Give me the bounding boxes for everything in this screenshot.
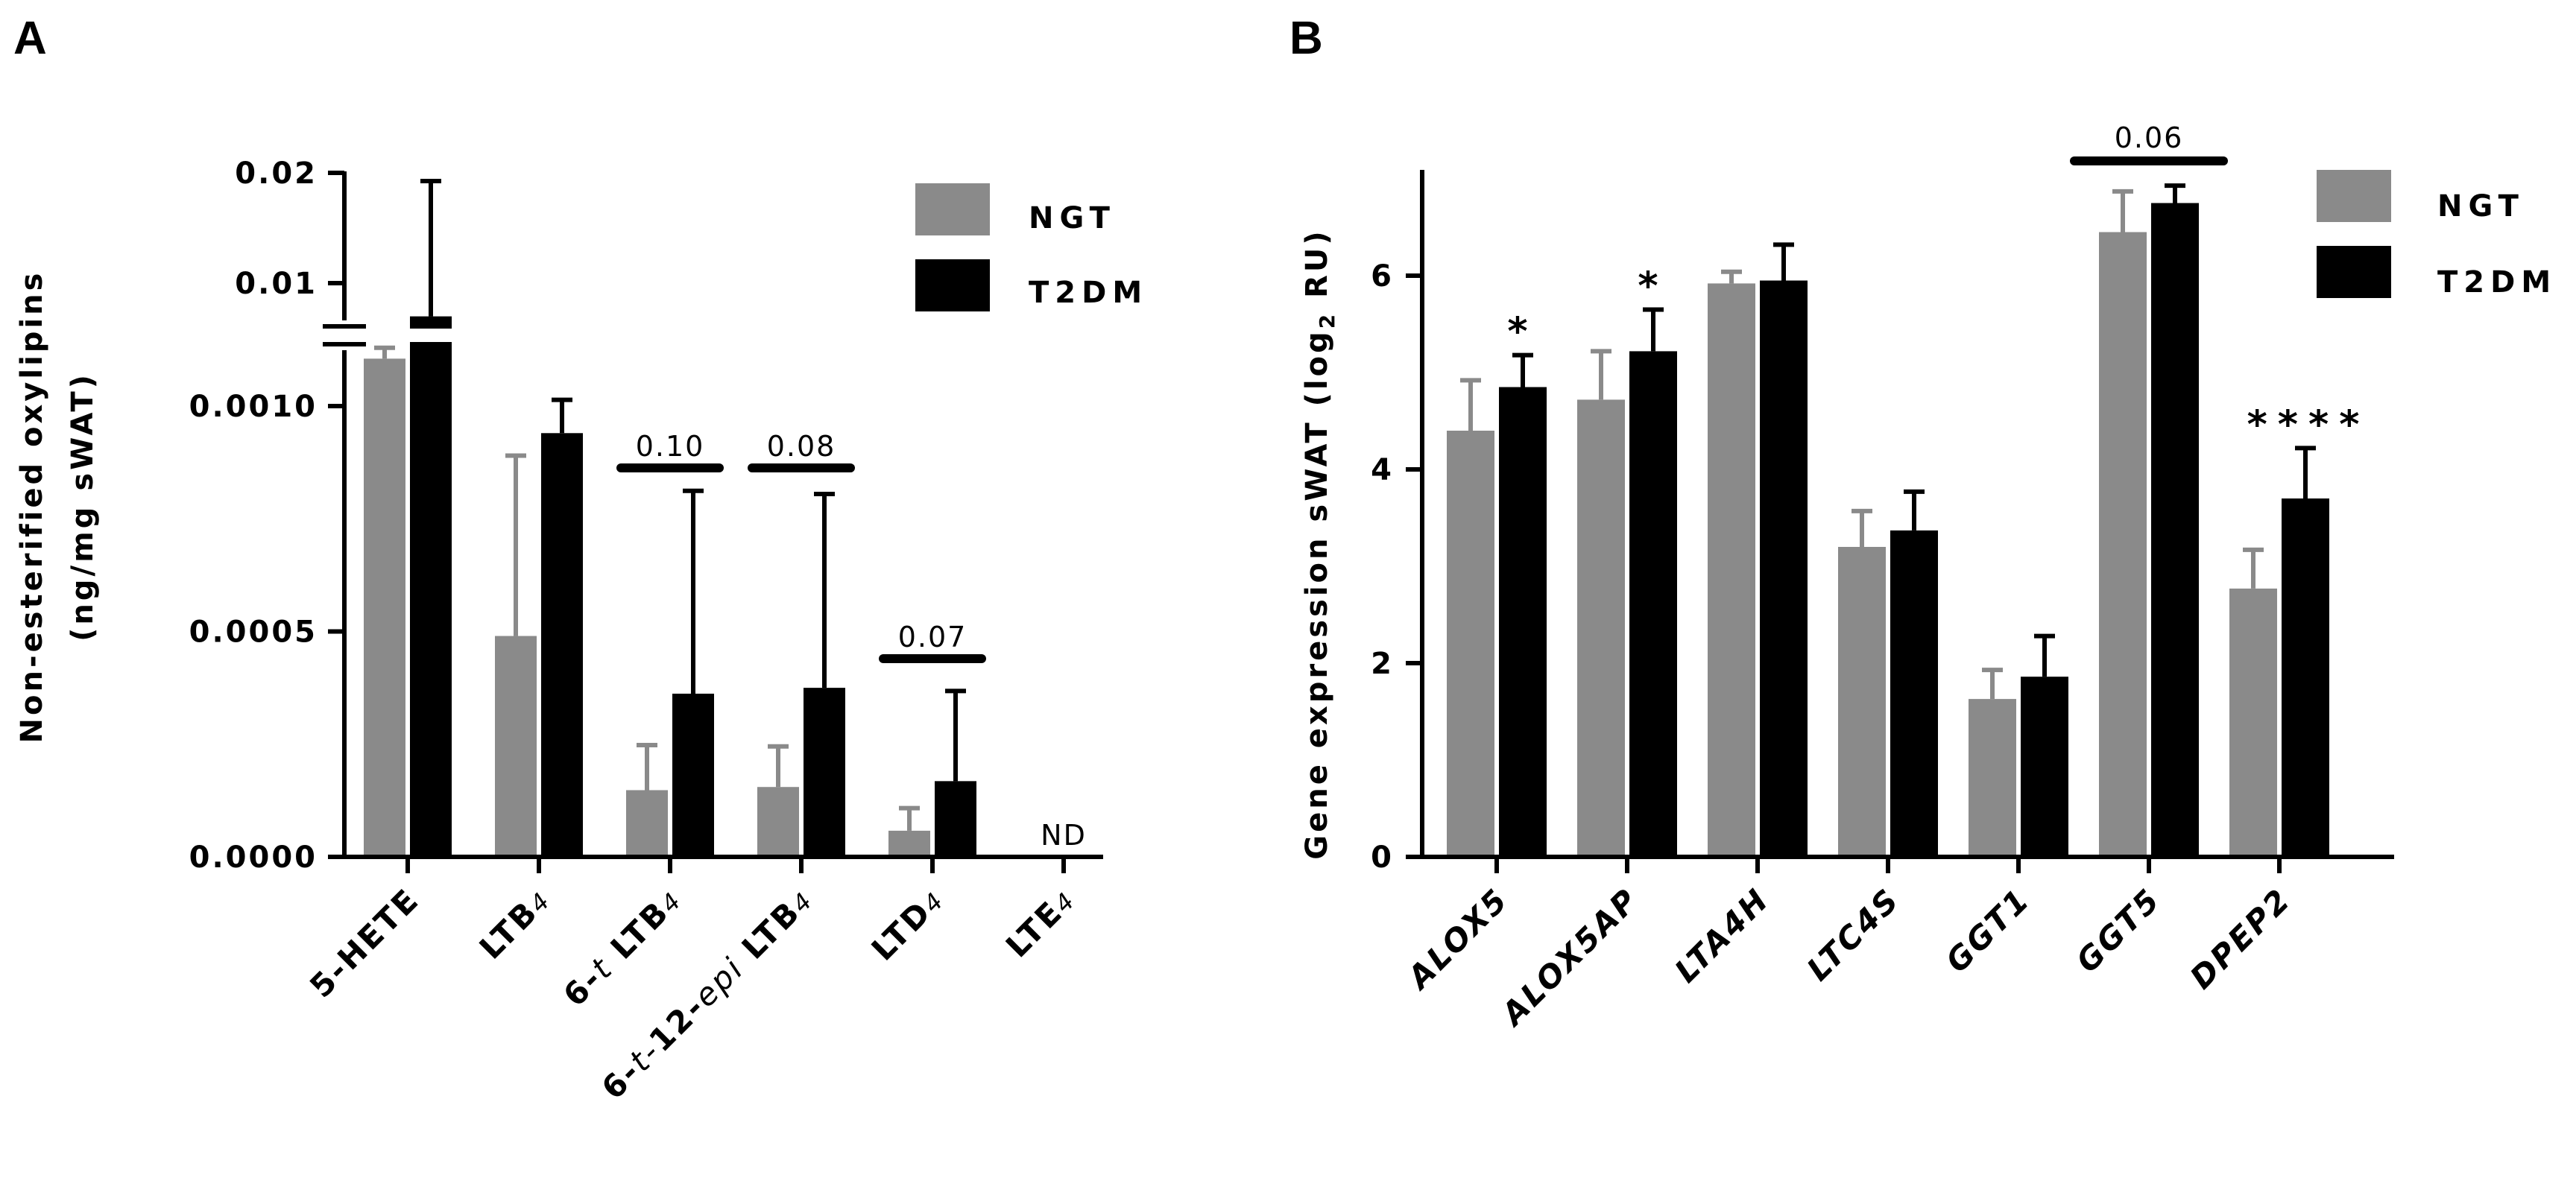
panel-b-bar-t2dm-3	[1890, 530, 1938, 857]
panel-a-bar-t2dm-3	[804, 688, 845, 857]
panel-a-bar-ngt-2	[626, 790, 668, 857]
panel-a-ytick-label-4: 0.02	[235, 156, 318, 191]
panel-b-bar-ngt-6	[2229, 588, 2277, 857]
panel-a-category-text: 5-HETE	[303, 881, 426, 1004]
panel-b-bar-t2dm-0	[1499, 387, 1547, 857]
panel-b-legend-swatch-ngt	[2317, 170, 2391, 222]
panel-b-ytick-label-0: 0	[1371, 840, 1394, 875]
panel-b-category-label-2: LTA4H	[1667, 881, 1776, 989]
panel-b-bar-t2dm-1	[1629, 351, 1677, 857]
panel-b-bar-ngt-0	[1447, 431, 1494, 857]
panel-b-bar-ngt-1	[1577, 399, 1625, 857]
panel-b-letter: B	[1289, 13, 1323, 64]
panel-a-ytick-label-3: 0.01	[235, 267, 318, 301]
panel-a-category-label-2: 6-t LTB4	[556, 881, 689, 1013]
panel-b-ytick-label-2: 4	[1371, 453, 1394, 487]
panel-b-legend: NGT T2DM	[2317, 170, 2557, 300]
panel-a-bar-break-gap	[341, 329, 1124, 342]
panel-a-ytick-label-2: 0.0010	[189, 390, 318, 424]
panel-a-legend-swatch-t2dm	[915, 259, 990, 311]
panel-b-bar-t2dm-6	[2282, 498, 2329, 857]
panel-b-significance-1: *	[1638, 265, 1668, 309]
panel-a-legend-label-t2dm: T2DM	[1029, 276, 1148, 310]
panel-b-legend-label-ngt: NGT	[2437, 189, 2525, 224]
panel-a-bar-t2dm-2	[672, 693, 714, 857]
panel-b-category-label-3: LTC4S	[1800, 881, 1907, 987]
panel-a-legend-label-ngt: NGT	[1029, 201, 1116, 235]
panel-a-bar-t2dm-4	[935, 781, 976, 857]
panel-b-bar-ngt-3	[1838, 547, 1886, 857]
panel-b-significance-0: *	[1507, 310, 1538, 355]
panel-a-bar-ngt-1	[495, 636, 537, 857]
panel-a-bar-t2dm-0	[410, 316, 452, 857]
panel-a-bracket-label-2: 0.07	[898, 621, 967, 653]
panel-a-bracket-label-0: 0.10	[636, 430, 705, 463]
panel-b-ylabel-sub: 2	[1315, 311, 1339, 329]
panel-a-letter: A	[13, 13, 47, 64]
panel-b-category-label-6: DPEP2	[2183, 881, 2298, 995]
panel-b-category-label-1: ALOX5AP	[1493, 881, 1646, 1033]
panel-b-category-label-4: GGT1	[1939, 881, 2037, 979]
panel-b-legend-label-t2dm: T2DM	[2437, 265, 2557, 300]
panel-a-bracket-label-1: 0.08	[767, 430, 836, 463]
panel-a-category-label-5: LTE4	[999, 881, 1082, 964]
panel-b-bracket-label-0: 0.06	[2115, 121, 2184, 154]
panel-a-legend-swatch-ngt	[915, 183, 990, 235]
panel-a-bar-ngt-0	[364, 358, 405, 858]
panel-b-category-label-5: GGT5	[2069, 881, 2168, 979]
panel-b-legend-swatch-t2dm	[2317, 246, 2391, 298]
panel-a-ytick-label-1: 0.0005	[189, 615, 318, 650]
panel-b-ylabel-main: Gene expression sWAT (log	[1300, 329, 1334, 859]
panel-b-ytick-label-3: 6	[1371, 259, 1394, 294]
panel-b-category-label-0: ALOX5	[1399, 881, 1515, 997]
panel-a-bar-ngt-4	[888, 830, 930, 857]
panel-a-bar-t2dm-1	[541, 433, 583, 857]
panel-a-category-label-1: LTB4	[473, 881, 558, 966]
panel-b-bar-t2dm-2	[1760, 280, 1808, 857]
panel-a-ylabel-line2: (ng/mg sWAT)	[66, 372, 100, 642]
panel-a-ytick-label-0: 0.0000	[189, 840, 318, 875]
panel-b-ylabel: Gene expression sWAT (log2 RU)	[1300, 228, 1339, 859]
panel-b-bar-t2dm-4	[2021, 677, 2068, 857]
panel-b-bar-t2dm-5	[2151, 203, 2199, 857]
panel-a-nd-label: ND	[1041, 819, 1087, 852]
panel-a-legend: NGT T2DM	[915, 183, 1148, 311]
panel-a-category-label-0: 5-HETE	[303, 881, 426, 1004]
panel-a-category-label-4: LTD4	[865, 881, 951, 967]
panel-b-ytick-label-1: 2	[1371, 647, 1394, 681]
panel-b-ylabel-end: RU)	[1300, 228, 1334, 311]
panel-a-bar-ngt-3	[757, 787, 799, 857]
panel-b-bar-ngt-2	[1708, 283, 1755, 857]
panel-b-significance-2: ****	[2247, 402, 2370, 447]
panel-a-ylabel-line1: Non-esterified oxylipins	[15, 270, 49, 744]
panel-b-bar-ngt-5	[2099, 232, 2147, 857]
panel-b-bar-ngt-4	[1969, 699, 2016, 857]
